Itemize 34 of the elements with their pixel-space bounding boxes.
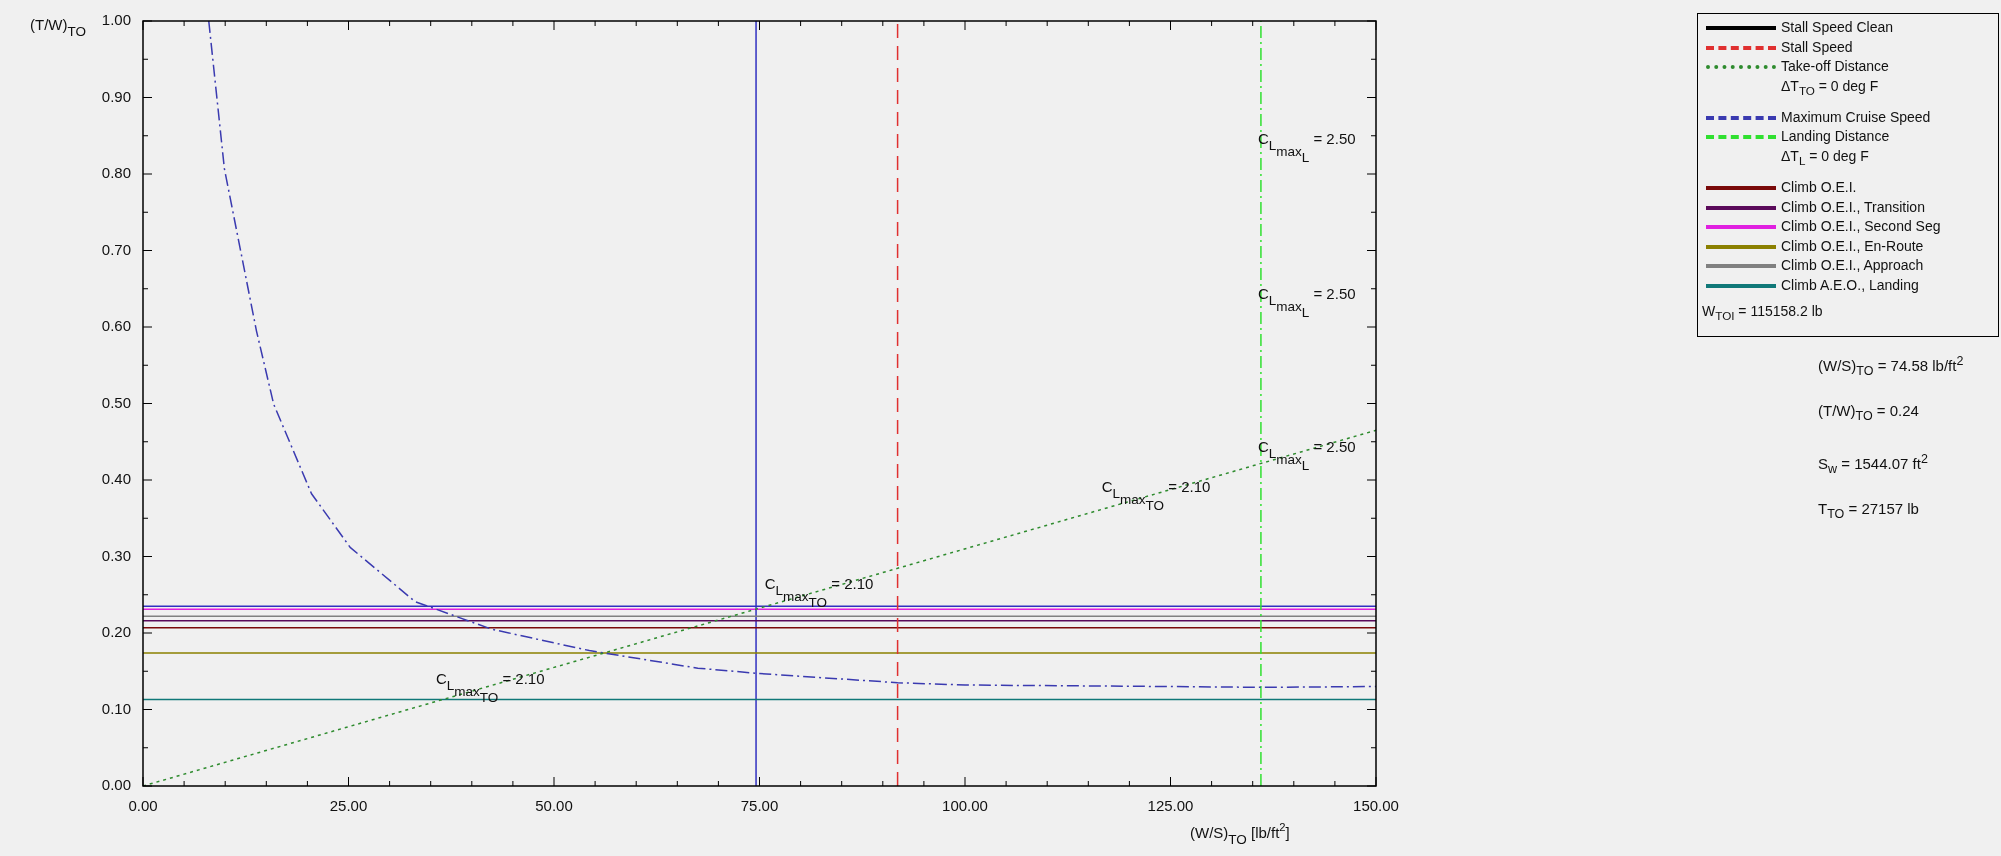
legend-label: Climb O.E.I., Transition xyxy=(1781,197,1925,217)
text: T$_{TO}$ = 27157 lb xyxy=(1818,499,1919,523)
x-tick-label: 0.00 xyxy=(128,797,158,815)
y-tick-label: 0.50 xyxy=(101,393,131,411)
y-tick-label: 0.40 xyxy=(101,470,131,488)
y-tick-label: 0.60 xyxy=(101,317,131,335)
legend-label: Climb A.E.O., Landing xyxy=(1781,275,1919,295)
legend-label: Stall Speed xyxy=(1781,37,1853,57)
legend-label: Stall Speed Clean xyxy=(1781,18,1894,37)
y-tick-label: 0.20 xyxy=(101,623,131,641)
y-tick-label: 0.80 xyxy=(101,164,131,182)
y-tick-label: 1.00 xyxy=(101,11,131,29)
legend-label: Climb O.E.I., En-Route xyxy=(1781,236,1924,256)
text: W$_{TO}$$_{I}$ = 115158.2 lb xyxy=(1702,302,1824,324)
x-tick-label: 150.00 xyxy=(1353,797,1399,815)
text: (T/W)$_{TO}$ = 0.24 xyxy=(1818,401,1919,425)
legend-label: Climb O.E.I., Approach xyxy=(1781,256,1924,276)
x-tick-label: 125.00 xyxy=(1147,797,1194,815)
legend-label: Take-off Distance ΔT$_{TO}$ = 0 deg F xyxy=(1781,57,1889,99)
text: (W/S)$_{TO}$ = 74.58 lb/ft$^{2}$ xyxy=(1818,353,1964,380)
y-tick-label: 0.70 xyxy=(101,240,131,258)
legend-label: Climb O.E.I. xyxy=(1781,178,1857,198)
legend-label: Climb O.E.I., Second Seg xyxy=(1781,217,1941,237)
text: S$_{w}$ = 1544.07 ft$^{2}$ xyxy=(1818,451,1928,478)
x-tick-label: 100.00 xyxy=(942,797,988,815)
y-tick-label: 0.00 xyxy=(101,776,131,794)
x-tick-label: 50.00 xyxy=(535,797,573,815)
y-tick-label: 0.90 xyxy=(101,87,131,105)
y-tick-label: 0.10 xyxy=(101,699,131,717)
legend-label: Landing Distance ΔT$_{L}$ = 0 deg F xyxy=(1781,127,1890,169)
y-tick-label: 0.30 xyxy=(101,546,131,564)
x-tick-label: 75.00 xyxy=(740,797,779,815)
legend-label: Maximum Cruise Speed xyxy=(1781,107,1931,127)
x-tick-label: 25.00 xyxy=(329,797,368,815)
